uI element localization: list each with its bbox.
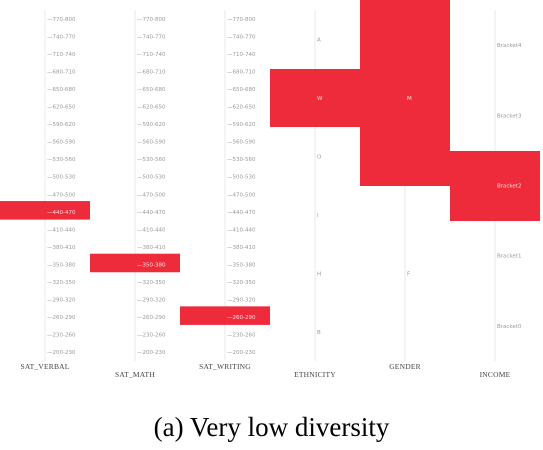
tick-label: —620-650 xyxy=(47,105,76,111)
tick-label: —260-290 xyxy=(137,315,166,321)
tick-label: —200-230 xyxy=(137,350,166,356)
tick-label: —740-770 xyxy=(137,34,166,40)
tick-label: O xyxy=(317,154,322,160)
tick-label: —710-740 xyxy=(227,52,256,58)
tick-label: —530-560 xyxy=(137,157,166,163)
axis-label-income: INCOME xyxy=(480,370,511,379)
tick-label: —410-440 xyxy=(137,227,166,233)
tick-label: —230-260 xyxy=(137,333,166,339)
tick-label: Bracket2 xyxy=(497,184,521,190)
tick-label: —320-350 xyxy=(137,280,166,286)
tick-label: —350-380 xyxy=(227,262,256,268)
tick-label: —770-800 xyxy=(47,17,76,23)
tick-label: —440-470 xyxy=(137,210,166,216)
tick-label: —470-500 xyxy=(227,192,256,198)
tick-label: —230-260 xyxy=(227,333,256,339)
tick-label: —320-350 xyxy=(47,280,76,286)
tick-label: —590-620 xyxy=(47,122,76,128)
tick-label: —230-260 xyxy=(47,333,76,339)
axis-label-ethnicity: ETHNICITY xyxy=(294,370,336,379)
tick-label: —530-560 xyxy=(47,157,76,163)
tick-label: —290-320 xyxy=(137,298,166,304)
tick-label: —380-410 xyxy=(137,245,166,251)
tick-label: —710-740 xyxy=(47,52,76,58)
tick-label: —680-710 xyxy=(227,69,256,75)
tick-label: I xyxy=(317,213,319,219)
axis-label-sat_verbal: SAT_VERBAL xyxy=(20,362,69,371)
tick-label: Bracket3 xyxy=(497,113,522,119)
tick-label: —500-530 xyxy=(47,175,76,181)
tick-label: Bracket0 xyxy=(497,324,522,330)
tick-label: —440-470 xyxy=(47,210,76,216)
axis-label-sat_math: SAT_MATH xyxy=(115,370,155,379)
tick-label: F xyxy=(407,271,410,277)
tick-label: —260-290 xyxy=(47,315,76,321)
tick-label: —380-410 xyxy=(227,245,256,251)
tick-label: —740-770 xyxy=(227,34,256,40)
tick-label: —350-380 xyxy=(137,262,166,268)
tick-label: —650-680 xyxy=(137,87,166,93)
tick-label: —770-800 xyxy=(227,17,256,23)
highlight-bar-sat_writing xyxy=(180,306,270,325)
tick-label: —500-530 xyxy=(227,175,256,181)
tick-label: —380-410 xyxy=(47,245,76,251)
tick-label: A xyxy=(317,37,321,43)
tick-label: Bracket1 xyxy=(497,254,521,260)
tick-label: —590-620 xyxy=(227,122,256,128)
tick-label: —560-590 xyxy=(227,140,256,146)
highlight-bar-gender xyxy=(360,0,450,186)
tick-label: —200-230 xyxy=(227,350,256,356)
highlight-bar-sat_verbal xyxy=(0,201,90,220)
tick-label: B xyxy=(317,330,321,336)
tick-label: —710-740 xyxy=(137,52,166,58)
tick-label: H xyxy=(317,271,321,277)
tick-label: —410-440 xyxy=(47,227,76,233)
highlight-bar-ethnicity xyxy=(270,69,360,127)
tick-label: —590-620 xyxy=(137,122,166,128)
tick-label: —260-290 xyxy=(227,315,256,321)
tick-label: —560-590 xyxy=(137,140,166,146)
tick-label: —680-710 xyxy=(137,69,166,75)
axis-label-sat_writing: SAT_WRITING xyxy=(199,362,251,371)
tick-label: —650-680 xyxy=(227,87,256,93)
figure-caption: (a) Very low diversity xyxy=(153,412,390,442)
tick-label: —560-590 xyxy=(47,140,76,146)
tick-label: —770-800 xyxy=(137,17,166,23)
tick-label: —470-500 xyxy=(47,192,76,198)
tick-label: —620-650 xyxy=(137,105,166,111)
tick-label: —500-530 xyxy=(137,175,166,181)
tick-label: —290-320 xyxy=(47,298,76,304)
tick-label: —740-770 xyxy=(47,34,76,40)
tick-label: —530-560 xyxy=(227,157,256,163)
tick-label: —200-230 xyxy=(47,350,76,356)
tick-label: Bracket4 xyxy=(497,43,522,49)
tick-label: —350-380 xyxy=(47,262,76,268)
tick-label: —410-440 xyxy=(227,227,256,233)
tick-label: —320-350 xyxy=(227,280,256,286)
tick-label: W xyxy=(317,96,323,102)
tick-label: —470-500 xyxy=(137,192,166,198)
tick-label: M xyxy=(407,96,412,102)
tick-label: —290-320 xyxy=(227,298,256,304)
tick-label: —440-470 xyxy=(227,210,256,216)
axis-label-gender: GENDER xyxy=(389,362,421,371)
highlight-bar-income xyxy=(450,151,540,221)
tick-label: —650-680 xyxy=(47,87,76,93)
tick-label: —680-710 xyxy=(47,69,76,75)
tick-label: —620-650 xyxy=(227,105,256,111)
highlight-bar-sat_math xyxy=(90,253,180,273)
